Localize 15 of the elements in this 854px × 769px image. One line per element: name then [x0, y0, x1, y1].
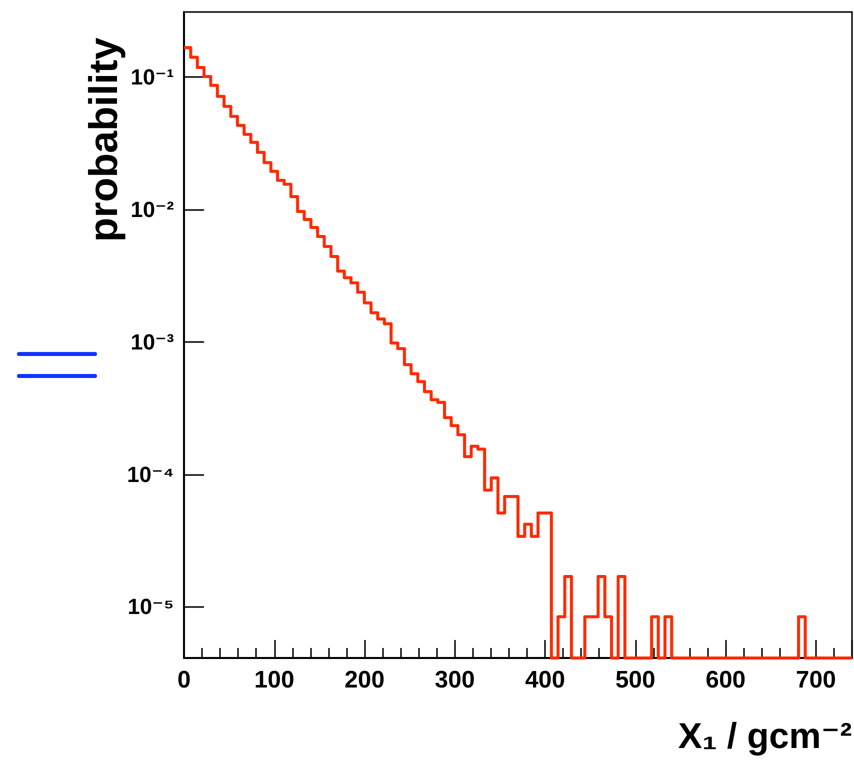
x-tick-label: 400	[525, 666, 566, 694]
x-axis-title: X₁ / gcm⁻²	[678, 715, 852, 756]
x-tick-label: 600	[706, 666, 746, 694]
x-tick-label: 700	[796, 666, 836, 694]
y-tick-label: 10⁻³	[130, 329, 174, 354]
x-tick-label: 0	[177, 666, 191, 694]
y-axis-title: probability	[82, 38, 126, 242]
y-tick-label: 10⁻¹	[130, 64, 174, 90]
y-tick-label: 10⁻²	[130, 196, 174, 222]
y-tick-label: 10⁻⁵	[128, 594, 174, 620]
x-tick-label: 100	[254, 666, 294, 694]
x-tick-label: 200	[344, 666, 385, 694]
x-tick-label: 500	[615, 666, 656, 694]
x-tick-label: 300	[434, 666, 475, 694]
y-tick-label: 10⁻⁴	[127, 462, 174, 487]
